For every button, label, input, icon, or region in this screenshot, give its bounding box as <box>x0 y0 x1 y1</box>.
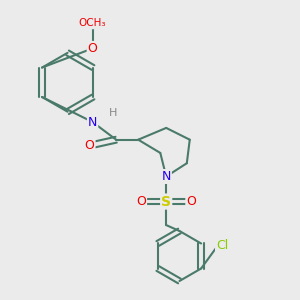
Text: Cl: Cl <box>216 239 228 252</box>
Text: O: O <box>186 195 196 208</box>
Text: OCH₃: OCH₃ <box>79 18 106 28</box>
Text: O: O <box>136 195 146 208</box>
Text: H: H <box>109 108 117 118</box>
Text: O: O <box>85 139 94 152</box>
Text: N: N <box>161 170 171 183</box>
Text: N: N <box>88 116 97 128</box>
Text: S: S <box>161 194 171 208</box>
Text: O: O <box>88 42 98 55</box>
